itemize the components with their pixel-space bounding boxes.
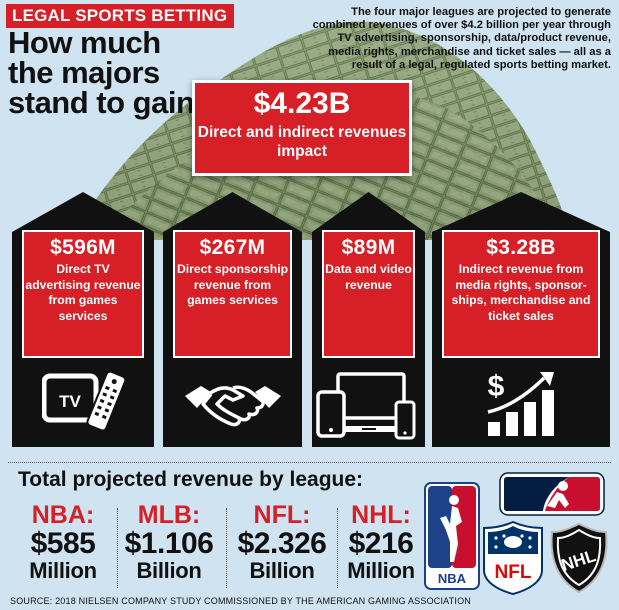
card-indirect-revenue: $3.28B Indirect revenue from media right… [432,192,610,447]
league-unit: Million [29,558,97,583]
intro-text: The four major leagues are projected to … [312,6,611,71]
league-name: NBA: [31,501,95,529]
card-tv-advertising: $596M Direct TV advertising revenue from… [12,192,154,447]
mlb-logo [499,472,605,516]
card-value: $89M [341,236,396,259]
league-name: MLB: [137,501,201,529]
league-nfl: NFL: $2.326 Billion [225,502,339,583]
card-red-panel: $3.28B Indirect revenue from media right… [442,230,600,358]
card-value: $3.28B [486,236,556,259]
league-amount: $2.326 [237,527,327,560]
league-mlb: MLB: $1.106 Billion [112,502,226,583]
card-label: Direct sponsorship revenue from games se… [176,262,289,307]
section-divider [8,462,611,463]
league-nba: NBA: $585 Million [12,502,114,583]
card-data-video: $89M Data and video revenue [312,192,425,447]
league-separator [337,508,338,588]
league-separator [226,508,227,588]
growth-chart-icon: $ [487,370,554,436]
headline: How much the majors stand to gain [8,25,195,120]
card-red-panel: $89M Data and video revenue [322,230,415,358]
card-value: $596M [50,236,116,259]
league-amount: $1.106 [124,527,214,560]
league-amount: $585 [30,527,96,560]
card-label: Data and video revenue [325,262,412,292]
league-nhl: NHL: $216 Million [336,502,426,583]
hero-total-label: Direct and indirect revenues impact [197,124,407,160]
kicker-label: LEGAL SPORTS BETTING [6,4,235,28]
card-red-panel: $267M Direct sponsorship revenue from ga… [173,230,292,358]
nba-logo-text: NBA [438,571,467,586]
source-note: SOURCE: 2018 NIELSEN COMPANY STUDY COMMI… [10,596,471,606]
nba-logo: NBA [424,482,480,590]
dollar-sign-text: $ [488,370,505,403]
league-amount: $216 [348,527,414,560]
league-unit: Billion [136,558,202,583]
card-sponsorship: $267M Direct sponsorship revenue from ga… [163,192,302,447]
card-red-panel: $596M Direct TV advertising revenue from… [22,230,144,358]
card-label: Indirect revenue from media rights, spon… [451,262,591,323]
section-title: Total projected revenue by league: [18,468,364,491]
nfl-logo: NFL [483,520,543,596]
league-unit: Billion [249,558,315,583]
nfl-logo-text: NFL [495,562,532,583]
hero-total-box: $4.23B Direct and indirect revenues impa… [192,80,412,176]
handshake-icon [185,385,281,427]
tv-icon-text: TV [59,392,81,411]
league-name: NFL: [253,501,311,529]
devices-icon [316,372,416,440]
league-unit: Million [347,558,415,583]
league-name: NHL: [351,501,411,529]
hero-total-value: $4.23B [253,87,351,120]
tv-remote-icon: TV [42,370,126,432]
card-label: Direct TV advertising revenue from games… [25,262,141,323]
league-separator [117,508,118,588]
card-value: $267M [199,236,266,259]
nhl-logo: NHL [550,522,608,594]
